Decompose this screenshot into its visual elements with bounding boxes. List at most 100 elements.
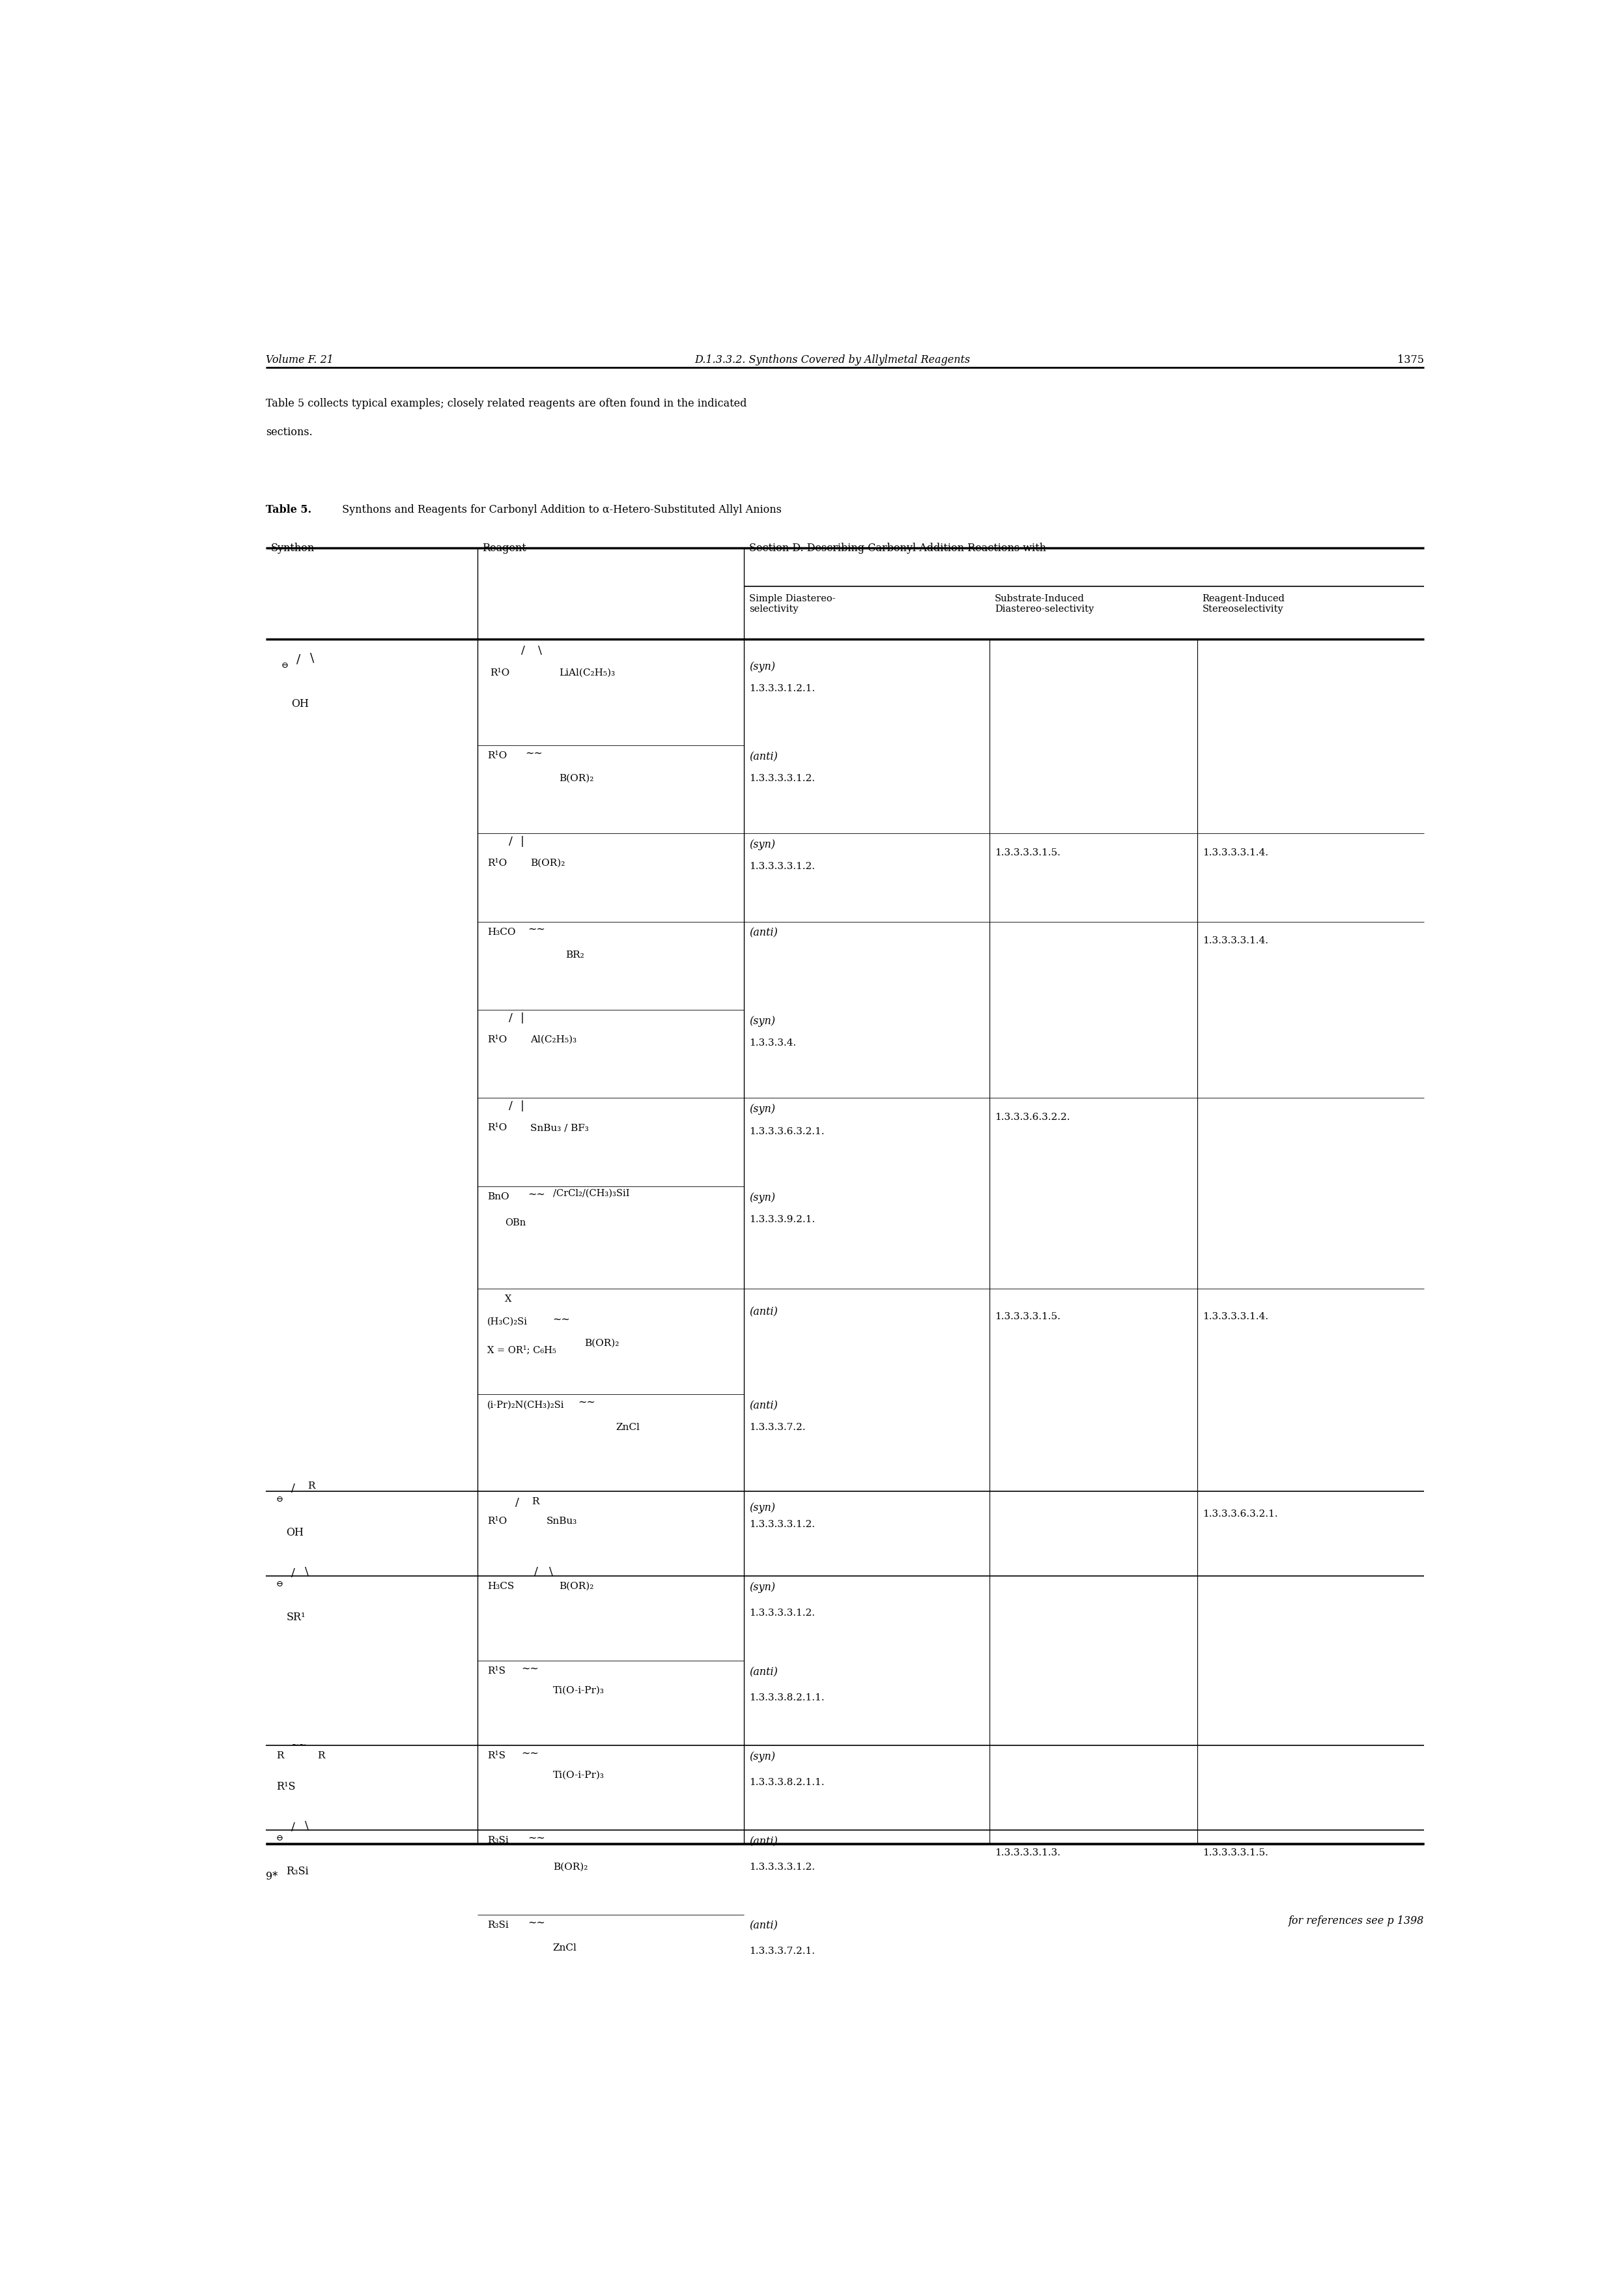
Text: 1.3.3.3.3.1.3.: 1.3.3.3.3.1.3. xyxy=(994,1848,1060,1857)
Text: ∼∼: ∼∼ xyxy=(578,1397,596,1408)
Text: H₃CO: H₃CO xyxy=(487,927,516,937)
Text: R¹O: R¹O xyxy=(487,751,507,760)
Text: 1.3.3.3.6.3.2.1.: 1.3.3.3.6.3.2.1. xyxy=(1202,1509,1278,1518)
Text: R₃Si: R₃Si xyxy=(487,1834,508,1843)
Text: 1.3.3.3.3.1.2.: 1.3.3.3.3.1.2. xyxy=(749,774,815,783)
Text: SnBu₃ / BF₃: SnBu₃ / BF₃ xyxy=(529,1122,590,1131)
Text: R: R xyxy=(531,1498,539,1507)
Text: 1.3.3.3.3.1.2.: 1.3.3.3.3.1.2. xyxy=(749,1608,815,1617)
Text: ∼∼: ∼∼ xyxy=(291,1740,307,1750)
Text: (H₃C)₂Si: (H₃C)₂Si xyxy=(487,1317,528,1326)
Text: 1.3.3.3.3.1.5.: 1.3.3.3.3.1.5. xyxy=(994,1312,1060,1321)
Text: /: / xyxy=(508,1099,513,1111)
Text: /: / xyxy=(534,1566,538,1576)
Text: 1.3.3.3.3.1.2.: 1.3.3.3.3.1.2. xyxy=(749,1862,815,1871)
Text: R¹O: R¹O xyxy=(487,1516,507,1525)
Text: (syn): (syn) xyxy=(749,1191,775,1202)
Text: Substrate-Induced
Diastereo­selectivity: Substrate-Induced Diastereo­selectivity xyxy=(994,593,1095,614)
Text: \: \ xyxy=(538,646,542,657)
Text: H₃CS: H₃CS xyxy=(487,1582,515,1592)
Text: /: / xyxy=(508,1012,513,1024)
Text: /: / xyxy=(291,1821,296,1832)
Text: 1.3.3.3.6.3.2.2.: 1.3.3.3.6.3.2.2. xyxy=(994,1113,1070,1122)
Text: ZnCl: ZnCl xyxy=(615,1422,640,1431)
Text: Table 5.: Table 5. xyxy=(266,504,312,515)
Text: 1.3.3.3.3.1.2.: 1.3.3.3.3.1.2. xyxy=(749,861,815,870)
Text: 1.3.3.3.7.2.: 1.3.3.3.7.2. xyxy=(749,1422,806,1431)
Text: Reagent-Induced
Stereoselectivity: Reagent-Induced Stereoselectivity xyxy=(1202,593,1285,614)
Text: Simple Diastereo-
selectivity: Simple Diastereo- selectivity xyxy=(749,593,835,614)
Text: R: R xyxy=(307,1482,315,1491)
Text: 1.3.3.3.3.1.2.: 1.3.3.3.3.1.2. xyxy=(749,1521,815,1530)
Text: (anti): (anti) xyxy=(749,1305,778,1317)
Text: (syn): (syn) xyxy=(749,1104,775,1115)
Text: B(OR)₂: B(OR)₂ xyxy=(529,859,565,868)
Text: (anti): (anti) xyxy=(749,1399,778,1411)
Text: (anti): (anti) xyxy=(749,1667,778,1676)
Text: X: X xyxy=(505,1294,512,1303)
Text: R: R xyxy=(276,1750,284,1759)
Text: Reagent: Reagent xyxy=(482,543,526,554)
Text: /: / xyxy=(291,1566,296,1578)
Text: 1.3.3.3.3.1.4.: 1.3.3.3.3.1.4. xyxy=(1202,1312,1268,1321)
Text: R₃Si: R₃Si xyxy=(487,1919,508,1928)
Text: ∼∼: ∼∼ xyxy=(552,1314,570,1324)
Text: R¹O: R¹O xyxy=(490,669,510,678)
Text: 1.3.3.3.3.1.4.: 1.3.3.3.3.1.4. xyxy=(1202,937,1268,946)
Text: 1.3.3.3.1.2.1.: 1.3.3.3.1.2.1. xyxy=(749,685,815,694)
Text: R¹S: R¹S xyxy=(487,1750,505,1759)
Text: D.1.3.3.2. Synthons Covered by Allylmetal Reagents: D.1.3.3.2. Synthons Covered by Allylmeta… xyxy=(695,355,970,364)
Text: (syn): (syn) xyxy=(749,1582,775,1592)
Text: (syn): (syn) xyxy=(749,1502,775,1514)
Text: (anti): (anti) xyxy=(749,927,778,939)
Text: Section D. Describing Carbonyl Addition Reactions with: Section D. Describing Carbonyl Addition … xyxy=(749,543,1046,554)
Text: |: | xyxy=(520,1012,525,1024)
Text: 1.3.3.3.9.2.1.: 1.3.3.3.9.2.1. xyxy=(749,1214,815,1223)
Text: ⊖: ⊖ xyxy=(276,1495,283,1505)
Text: R₃Si: R₃Si xyxy=(286,1866,309,1876)
Text: Ti(O-i-Pr)₃: Ti(O-i-Pr)₃ xyxy=(552,1685,604,1695)
Text: SR¹: SR¹ xyxy=(286,1612,305,1621)
Text: ⊖: ⊖ xyxy=(276,1580,283,1587)
Text: OH: OH xyxy=(291,698,309,710)
Text: \: \ xyxy=(305,1566,309,1576)
Text: ∼∼: ∼∼ xyxy=(528,1189,546,1200)
Text: ∼∼: ∼∼ xyxy=(521,1747,539,1759)
Text: (anti): (anti) xyxy=(749,751,778,763)
Text: Synthons and Reagents for Carbonyl Addition to α-Hetero-Substituted Allyl Anions: Synthons and Reagents for Carbonyl Addit… xyxy=(339,504,781,515)
Text: ∼∼: ∼∼ xyxy=(528,1917,546,1928)
Text: (syn): (syn) xyxy=(749,1014,775,1026)
Text: ∼∼: ∼∼ xyxy=(528,1832,546,1843)
Text: X = OR¹; C₆H₅: X = OR¹; C₆H₅ xyxy=(487,1344,557,1353)
Text: \: \ xyxy=(310,653,313,664)
Text: /: / xyxy=(508,836,513,847)
Text: BnO: BnO xyxy=(487,1191,510,1200)
Text: /: / xyxy=(521,646,525,657)
Text: /CrCl₂/(CH₃)₃SiI: /CrCl₂/(CH₃)₃SiI xyxy=(552,1189,630,1198)
Text: (syn): (syn) xyxy=(749,1750,775,1761)
Text: B(OR)₂: B(OR)₂ xyxy=(559,774,594,783)
Text: R¹O: R¹O xyxy=(487,859,507,868)
Text: ∼∼: ∼∼ xyxy=(525,747,542,758)
Text: /: / xyxy=(296,655,300,666)
Text: 1.3.3.3.8.2.1.1.: 1.3.3.3.8.2.1.1. xyxy=(749,1777,825,1786)
Text: 1375: 1375 xyxy=(1397,355,1424,364)
Text: R¹S: R¹S xyxy=(276,1782,296,1791)
Text: (syn): (syn) xyxy=(749,662,775,671)
Text: 1.3.3.3.4.: 1.3.3.3.4. xyxy=(749,1037,796,1047)
Text: |: | xyxy=(520,836,525,847)
Text: Table 5 collects typical examples; closely related reagents are often found in t: Table 5 collects typical examples; close… xyxy=(266,398,747,410)
Text: R: R xyxy=(318,1750,325,1759)
Text: OBn: OBn xyxy=(505,1218,526,1227)
Text: R¹S: R¹S xyxy=(487,1667,505,1676)
Text: \: \ xyxy=(549,1566,552,1576)
Text: B(OR)₂: B(OR)₂ xyxy=(552,1862,588,1871)
Text: |: | xyxy=(520,1099,525,1111)
Text: ⊖: ⊖ xyxy=(281,662,289,669)
Text: Ti(O-i-Pr)₃: Ti(O-i-Pr)₃ xyxy=(552,1770,604,1779)
Text: B(OR)₂: B(OR)₂ xyxy=(585,1337,619,1347)
Text: BR₂: BR₂ xyxy=(565,950,585,960)
Text: 1.3.3.3.8.2.1.1.: 1.3.3.3.8.2.1.1. xyxy=(749,1692,825,1701)
Text: (i-Pr)₂N(CH₃)₂Si: (i-Pr)₂N(CH₃)₂Si xyxy=(487,1399,565,1408)
Text: SnBu₃: SnBu₃ xyxy=(547,1516,578,1525)
